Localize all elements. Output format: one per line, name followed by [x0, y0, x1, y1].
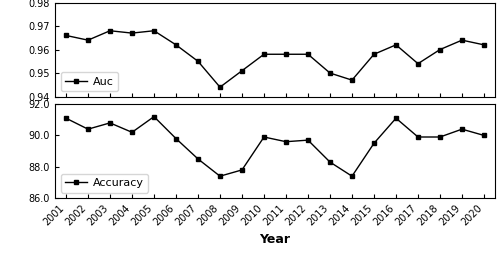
Auc — [283, 53, 289, 56]
Auc — [415, 62, 421, 65]
Accuracy — [305, 139, 311, 142]
Auc — [63, 34, 69, 37]
Legend: Auc: Auc — [60, 72, 118, 91]
Accuracy — [261, 135, 267, 138]
Accuracy — [481, 134, 487, 137]
Auc — [393, 43, 399, 46]
Auc — [239, 69, 245, 72]
Auc — [129, 31, 135, 35]
Accuracy — [371, 142, 377, 145]
Auc — [195, 60, 201, 63]
Auc — [349, 78, 355, 82]
Accuracy — [107, 121, 113, 124]
Auc — [217, 86, 223, 89]
X-axis label: Year: Year — [260, 233, 290, 246]
Auc — [459, 39, 465, 42]
Legend: Accuracy: Accuracy — [60, 174, 148, 193]
Auc — [371, 53, 377, 56]
Auc — [305, 53, 311, 56]
Accuracy — [327, 161, 333, 164]
Accuracy — [63, 117, 69, 120]
Accuracy — [173, 137, 179, 140]
Line: Auc: Auc — [64, 29, 486, 89]
Accuracy — [217, 175, 223, 178]
Auc — [437, 48, 443, 51]
Accuracy — [195, 157, 201, 161]
Auc — [151, 29, 157, 32]
Accuracy — [437, 135, 443, 138]
Accuracy — [349, 175, 355, 178]
Accuracy — [283, 140, 289, 143]
Accuracy — [415, 135, 421, 138]
Line: Accuracy: Accuracy — [64, 115, 486, 178]
Accuracy — [393, 117, 399, 120]
Accuracy — [85, 128, 91, 131]
Accuracy — [459, 128, 465, 131]
Auc — [173, 43, 179, 46]
Auc — [481, 43, 487, 46]
Auc — [85, 39, 91, 42]
Accuracy — [129, 131, 135, 134]
Auc — [261, 53, 267, 56]
Accuracy — [151, 115, 157, 118]
Auc — [107, 29, 113, 32]
Accuracy — [239, 168, 245, 171]
Auc — [327, 72, 333, 75]
